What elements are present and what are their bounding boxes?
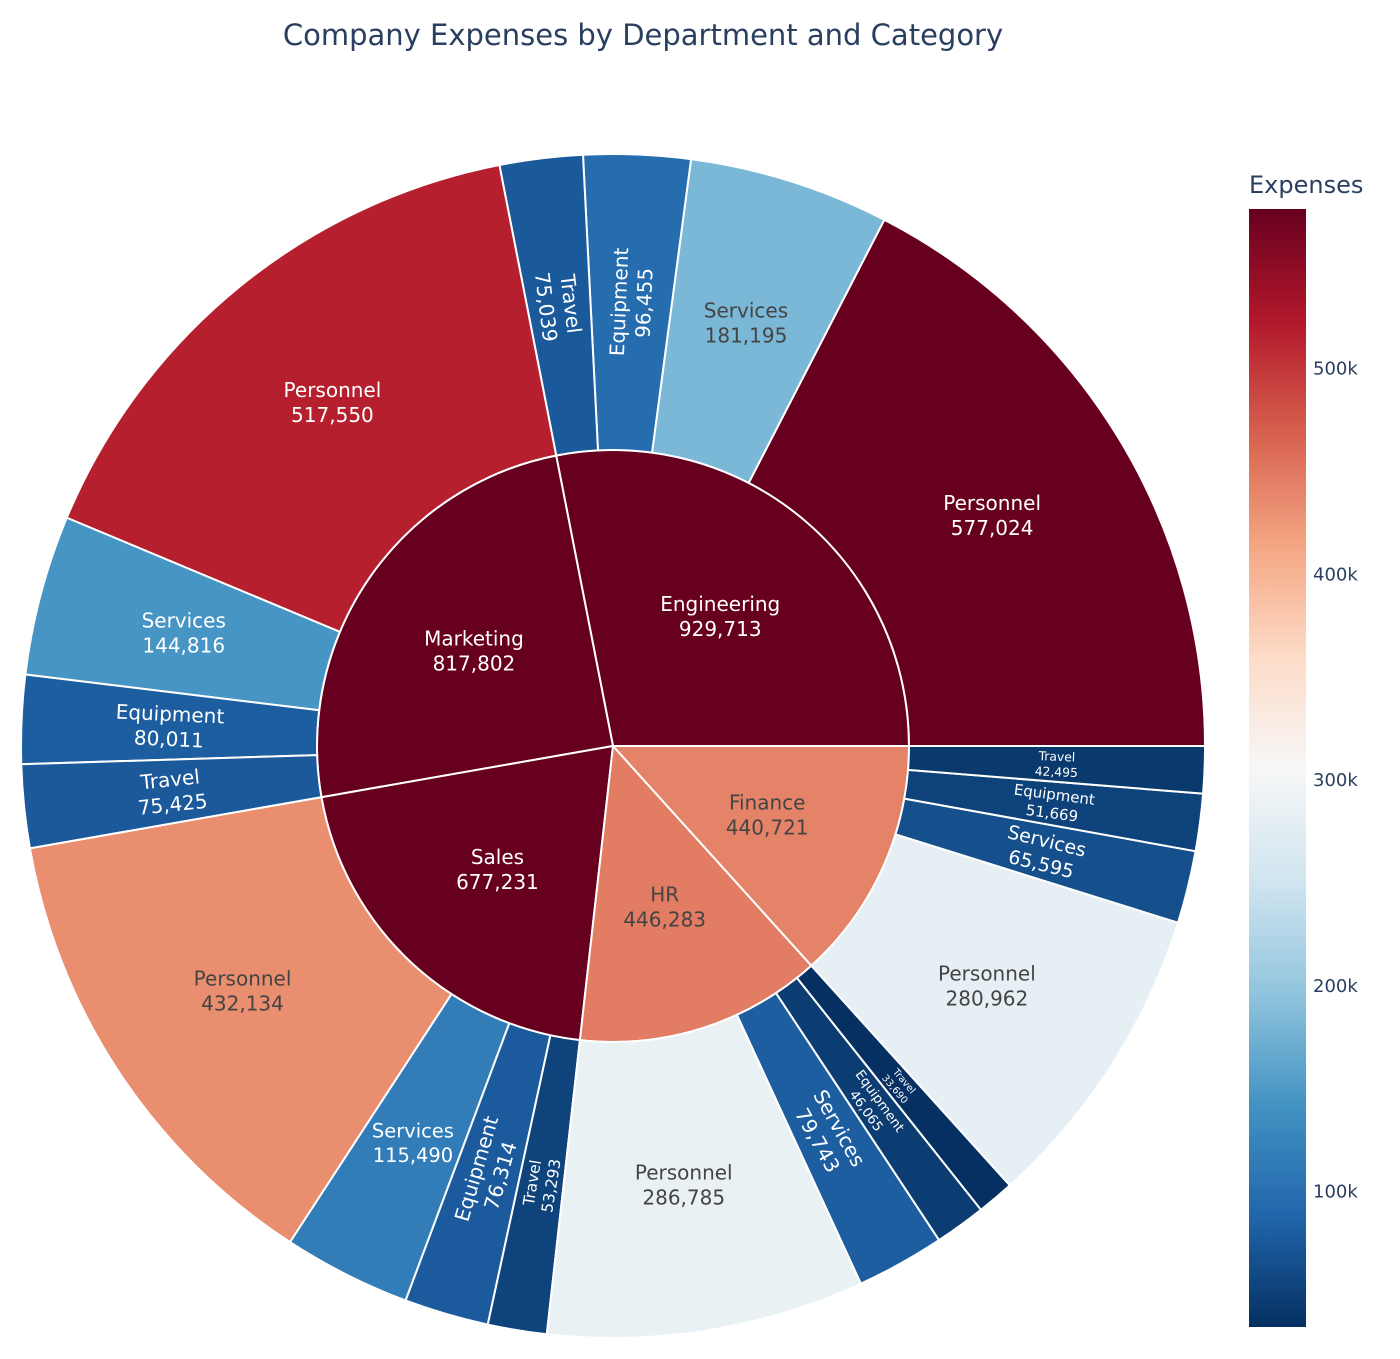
colorbar-title: Expenses	[1249, 171, 1363, 199]
label-sales-personnel: Personnel 432,134	[194, 967, 292, 1016]
label-engineering-equipment: Equipment96,455	[605, 247, 658, 358]
colorbar-gradient	[1249, 209, 1306, 1327]
label-engineering-personnel: Personnel 577,024	[943, 491, 1041, 540]
chart-title: Company Expenses by Department and Categ…	[282, 18, 1004, 52]
segment-marketing-personnel[interactable]	[65, 163, 558, 634]
label-marketing-equipment: Equipment80,011	[114, 700, 225, 754]
colorbar-tick-label: 400k	[1313, 564, 1358, 585]
colorbar-tick-label: 500k	[1313, 358, 1358, 379]
label-finance-travel: Travel42,495	[1034, 749, 1078, 780]
colorbar-tick-label: 200k	[1313, 976, 1358, 997]
label-engineering-travel: Travel75,039	[530, 268, 587, 343]
label-engineering: Engineering 929,713	[660, 592, 780, 641]
label-marketing-travel: Travel75,425	[134, 764, 209, 820]
label-hr-personnel: Personnel 286,785	[635, 1160, 733, 1209]
label-marketing-personnel: Personnel 517,550	[284, 378, 382, 427]
label-sales: Sales 677,231	[456, 845, 539, 894]
segment-finance-travel[interactable]	[906, 745, 1207, 795]
colorbar-tick-label: 100k	[1313, 1182, 1358, 1203]
colorbar-tick-label: 300k	[1313, 770, 1358, 791]
label-finance-personnel: Personnel 280,962	[938, 961, 1036, 1010]
label-marketing: Marketing 817,802	[424, 626, 524, 675]
label-hr: HR 446,283	[623, 883, 706, 932]
label-sales-travel: Travel53,293	[519, 1155, 565, 1214]
label-sales-services: Services 115,490	[372, 1119, 454, 1166]
sunburst-rings	[20, 153, 1207, 1339]
segment-sales-personnel[interactable]	[28, 796, 453, 1244]
colorbar: Expenses 100k 200k 300k 400k 500k	[1249, 171, 1363, 1327]
label-finance: Finance 440,721	[726, 791, 809, 840]
segment-engineering-personnel[interactable]	[747, 218, 1207, 747]
label-engineering-services: Services 181,195	[704, 298, 788, 347]
label-marketing-services: Services 144,816	[142, 609, 226, 658]
